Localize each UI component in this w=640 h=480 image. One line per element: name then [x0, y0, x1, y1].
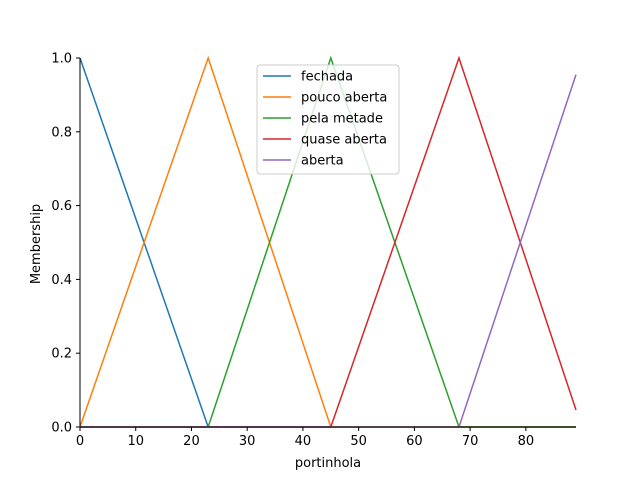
y-tick-label: 0.8	[51, 125, 72, 140]
legend-label: pela metade	[301, 112, 383, 127]
y-ticks: 0.0 0.2 0.4 0.6 0.8 1.0	[51, 52, 80, 436]
x-tick-label: 80	[518, 434, 535, 449]
x-tick-label: 20	[183, 434, 200, 449]
y-tick-label: 0.6	[51, 199, 72, 214]
y-tick-label: 0.0	[51, 421, 72, 436]
y-tick-label: 1.0	[51, 52, 72, 67]
legend: fechada pouco aberta pela metade quase aber…	[256, 64, 400, 175]
axes-layer	[79, 58, 576, 428]
x-axis-label: portinhola	[295, 456, 361, 471]
legend-label: aberta	[301, 154, 344, 169]
x-tick-label: 30	[239, 434, 256, 449]
x-tick-label: 0	[76, 434, 84, 449]
x-tick-label: 60	[406, 434, 423, 449]
legend-label: fechada	[301, 70, 353, 85]
x-tick-label: 70	[462, 434, 479, 449]
y-axis-label: Membership	[29, 204, 44, 284]
x-tick-label: 50	[350, 434, 367, 449]
y-tick-label: 0.2	[51, 347, 72, 362]
legend-label: pouco aberta	[301, 91, 387, 106]
y-tick-label: 0.4	[51, 273, 72, 288]
legend-label: quase aberta	[301, 133, 387, 148]
x-tick-label: 40	[295, 434, 312, 449]
x-ticks: 0 10 20 30 40 50 60 70 80	[76, 427, 534, 449]
x-tick-label: 10	[127, 434, 144, 449]
legend-box	[256, 64, 400, 175]
